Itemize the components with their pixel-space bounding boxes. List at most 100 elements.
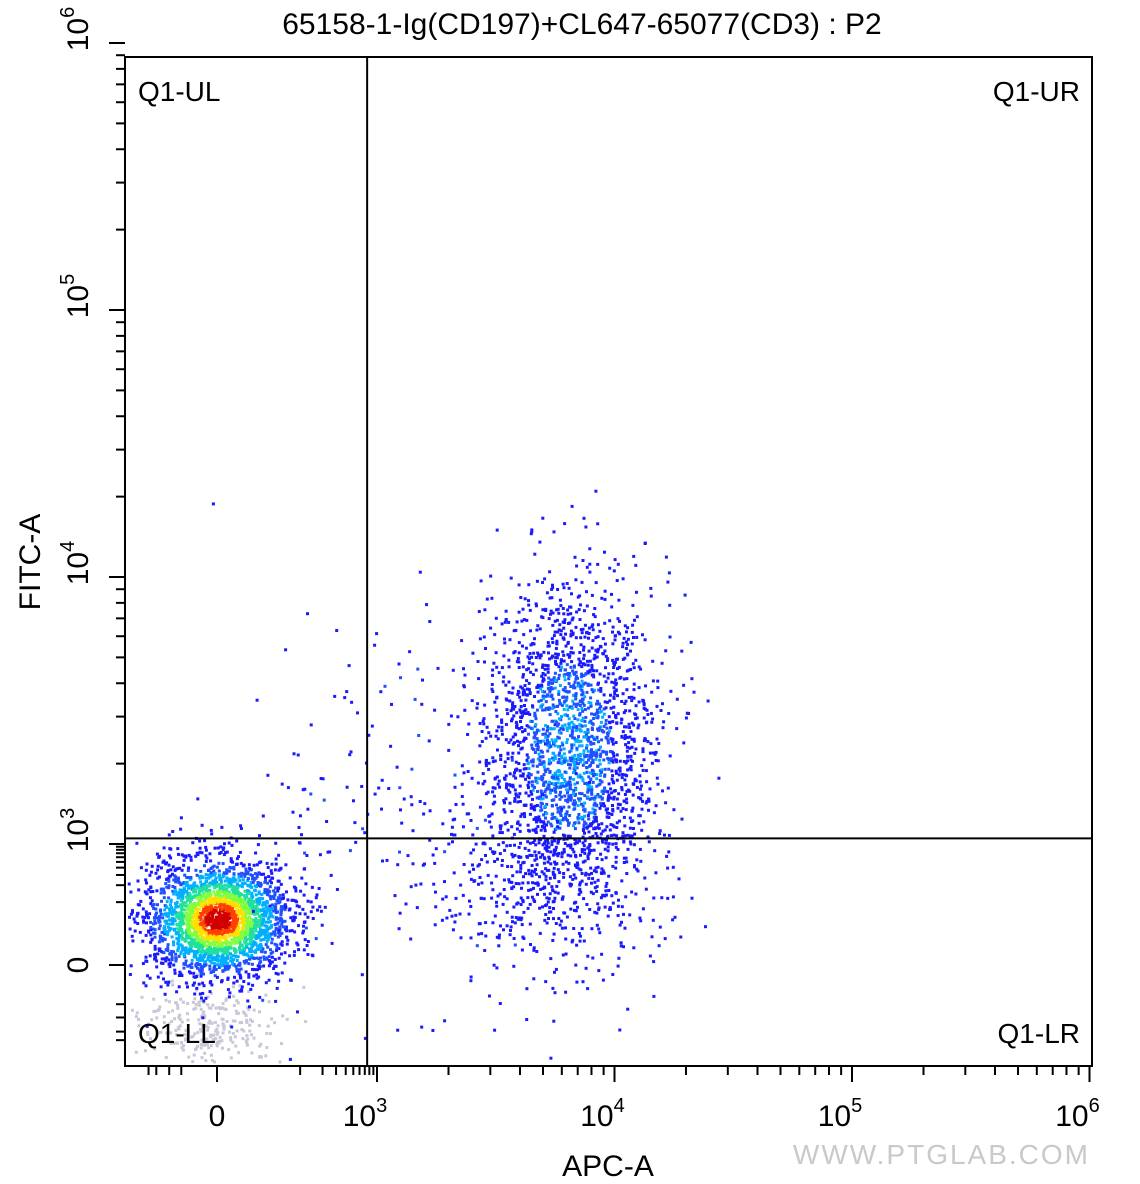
data-point xyxy=(541,663,545,667)
data-point xyxy=(611,774,615,778)
data-point xyxy=(598,754,602,758)
data-point xyxy=(564,815,568,819)
data-point xyxy=(189,884,193,888)
data-point xyxy=(491,802,495,806)
data-point xyxy=(210,915,214,918)
data-point xyxy=(573,672,577,676)
data-point xyxy=(521,644,524,648)
data-point xyxy=(569,705,573,709)
data-point xyxy=(264,981,268,985)
data-point xyxy=(148,873,152,877)
data-point xyxy=(235,908,239,912)
data-point xyxy=(593,880,597,884)
data-point xyxy=(237,1051,241,1055)
data-point xyxy=(553,630,557,634)
data-point xyxy=(570,720,574,724)
data-point xyxy=(609,907,612,911)
data-point xyxy=(223,958,227,962)
data-point xyxy=(579,890,583,894)
data-point xyxy=(203,1051,207,1055)
data-point xyxy=(613,638,617,642)
data-point xyxy=(557,731,561,734)
data-point xyxy=(219,921,223,925)
data-point xyxy=(566,622,570,625)
data-point xyxy=(520,716,523,720)
data-point xyxy=(553,686,557,690)
data-point xyxy=(303,851,307,855)
data-point xyxy=(273,893,277,897)
data-point xyxy=(566,642,570,645)
data-point xyxy=(562,784,566,788)
data-point xyxy=(584,871,588,875)
data-point xyxy=(585,565,589,569)
data-point xyxy=(616,914,620,917)
data-point xyxy=(149,928,153,932)
data-point xyxy=(203,942,206,946)
data-point xyxy=(685,711,689,715)
data-point xyxy=(202,1010,206,1014)
data-point xyxy=(409,795,413,799)
data-point xyxy=(247,942,250,946)
data-point xyxy=(551,756,555,760)
data-point xyxy=(159,1030,163,1034)
data-point xyxy=(201,936,205,940)
data-point xyxy=(490,881,494,885)
data-point xyxy=(195,873,199,877)
data-point xyxy=(569,796,573,800)
data-point xyxy=(612,795,616,799)
data-point xyxy=(187,920,191,924)
data-point xyxy=(172,943,176,947)
data-point xyxy=(264,993,268,997)
data-point xyxy=(579,684,583,688)
data-point xyxy=(517,666,521,669)
data-point xyxy=(192,1007,196,1011)
data-point xyxy=(553,744,557,748)
data-point xyxy=(199,912,202,915)
data-point xyxy=(555,656,559,660)
data-point xyxy=(251,983,255,987)
data-point xyxy=(558,751,562,755)
data-point xyxy=(207,873,211,877)
data-point xyxy=(201,893,205,897)
data-point xyxy=(594,794,598,798)
data-point xyxy=(572,743,576,747)
data-point xyxy=(284,927,288,931)
data-point xyxy=(645,780,649,784)
data-point xyxy=(128,973,132,976)
data-point xyxy=(248,957,251,961)
data-point xyxy=(380,807,383,811)
data-point xyxy=(578,839,581,843)
data-point xyxy=(622,799,626,803)
data-point xyxy=(235,1029,239,1033)
data-point xyxy=(614,634,617,638)
data-point xyxy=(507,690,511,694)
data-point xyxy=(228,916,232,920)
data-point xyxy=(519,814,523,818)
data-point xyxy=(187,866,191,870)
data-point xyxy=(646,835,650,839)
data-point xyxy=(533,552,537,556)
data-point xyxy=(198,992,202,996)
data-point xyxy=(178,934,182,937)
data-point xyxy=(546,693,549,697)
data-point xyxy=(201,922,205,926)
data-point xyxy=(222,846,226,850)
data-point xyxy=(144,878,148,882)
data-point xyxy=(490,812,494,816)
data-point xyxy=(548,713,552,717)
data-point xyxy=(433,861,437,865)
data-point xyxy=(527,681,531,685)
data-point xyxy=(653,752,657,756)
data-point xyxy=(190,939,194,942)
data-point xyxy=(546,725,550,729)
data-point xyxy=(580,848,584,851)
data-point xyxy=(298,912,302,916)
data-point xyxy=(186,917,190,921)
data-point xyxy=(588,788,591,792)
data-point xyxy=(647,797,651,801)
data-point xyxy=(656,782,660,786)
data-point xyxy=(548,876,552,880)
data-point xyxy=(230,925,234,929)
data-point xyxy=(185,876,189,879)
data-point xyxy=(252,918,256,922)
